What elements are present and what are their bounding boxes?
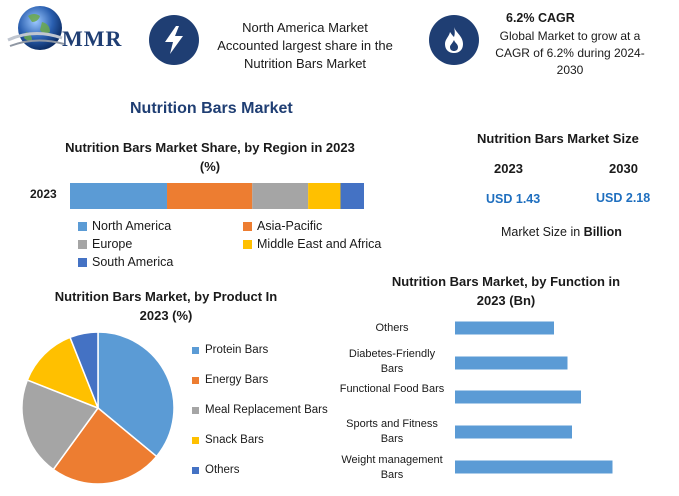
- main-title: Nutrition Bars Market: [130, 100, 293, 117]
- legend-swatch: [78, 221, 87, 231]
- region-legend-item-middle-east-and-africa: Middle East and Africa: [243, 237, 381, 251]
- legend-swatch: [78, 239, 87, 249]
- lightning-badge: [149, 15, 199, 65]
- legend-label: Protein Bars: [205, 344, 269, 356]
- pie-slice-snack-bars: [26, 336, 100, 410]
- pie-slice-protein-bars: [97, 331, 175, 458]
- product-legend-item-energy-bars: Energy Bars: [192, 374, 268, 386]
- market-size-year-2023: 2023: [494, 161, 523, 176]
- region-legend-item-europe: Europe: [78, 237, 132, 251]
- function-bar-weight-management-bars: [455, 460, 613, 474]
- function-bar-functional-food-bars: [455, 390, 581, 404]
- function-category-label: Functional Food Bars: [339, 383, 445, 395]
- region-segment-north-america: [70, 183, 168, 209]
- function-category-label: Weight management Bars: [341, 454, 443, 481]
- legend-swatch: [192, 436, 199, 444]
- legend-swatch: [243, 239, 252, 249]
- market-size-note-prefix: Market Size in: [501, 225, 584, 239]
- function-category-label: Others: [375, 322, 409, 334]
- legend-swatch: [192, 346, 199, 354]
- flame-badge: [429, 15, 479, 65]
- legend-label: Snack Bars: [205, 434, 264, 446]
- cagr-note: Global Market to grow at a CAGR of 6.2% …: [495, 29, 645, 77]
- region-stacked-bar: [70, 183, 364, 209]
- cagr-title: 6.2% CAGR: [506, 11, 575, 25]
- legend-swatch: [192, 466, 199, 474]
- legend-label: Europe: [92, 237, 133, 251]
- legend-label: Others: [205, 464, 240, 476]
- region-category-label: 2023: [30, 187, 57, 201]
- legend-label: Middle East and Africa: [257, 237, 382, 251]
- product-legend-item-meal-replacement-bars: Meal Replacement Bars: [192, 404, 328, 416]
- region-chart-title: Nutrition Bars Market Share, by Region i…: [65, 140, 355, 174]
- function-bar-sports-and-fitness-bars: [455, 425, 572, 439]
- legend-label: South America: [92, 255, 174, 269]
- pie-slice-meal-replacement-bars: [21, 379, 100, 471]
- market-size-title: Nutrition Bars Market Size: [477, 131, 639, 146]
- lightning-bolt-icon: [165, 26, 183, 54]
- legend-label: Energy Bars: [205, 374, 269, 386]
- region-segment-asia-pacific: [167, 183, 253, 209]
- legend-swatch: [243, 221, 252, 231]
- region-legend-item-asia-pacific: Asia-Pacific: [243, 219, 322, 233]
- product-legend-item-protein-bars: Protein Bars: [192, 344, 268, 356]
- region-legend-item-south-america: South America: [78, 255, 173, 269]
- function-category-label: Sports and Fitness Bars: [346, 418, 438, 445]
- legend-label: North America: [92, 219, 172, 233]
- region-segment-middle-east-and-africa: [308, 183, 341, 209]
- market-size-year-2030: 2030: [609, 161, 638, 176]
- mmr-logo: MMR: [4, 2, 134, 58]
- function-category-label: Diabetes-Friendly Bars: [348, 348, 436, 375]
- logo-text: MMR: [62, 26, 123, 51]
- legend-label: Meal Replacement Bars: [205, 404, 328, 416]
- market-size-value-2030: USD 2.18: [596, 191, 651, 205]
- region-note: North America Market Accounted largest s…: [217, 20, 393, 71]
- product-legend-item-others: Others: [192, 464, 240, 476]
- market-size-note: Market Size in Billion: [501, 225, 622, 239]
- legend-swatch: [78, 257, 87, 267]
- function-bar-diabetes-friendly-bars: [455, 356, 568, 370]
- market-size-unit: Billion: [583, 225, 622, 239]
- legend-swatch: [192, 406, 199, 414]
- product-chart-title: Nutrition Bars Market, by Product In 202…: [54, 289, 278, 323]
- pie-slice-energy-bars: [52, 406, 158, 485]
- product-legend-item-snack-bars: Snack Bars: [192, 434, 264, 446]
- pie-slice-others: [69, 331, 99, 409]
- region-segment-europe: [252, 183, 309, 209]
- product-pie-chart: [21, 331, 175, 485]
- region-legend-item-north-america: North America: [78, 219, 171, 233]
- globe-icon: [7, 6, 65, 50]
- market-size-value-2023: USD 1.43: [486, 192, 541, 206]
- legend-swatch: [192, 376, 199, 384]
- function-chart-title: Nutrition Bars Market, by Function in 20…: [391, 274, 621, 308]
- flame-icon: [445, 27, 463, 53]
- region-segment-south-america: [340, 183, 364, 209]
- function-bar-others: [455, 321, 554, 335]
- legend-label: Asia-Pacific: [257, 219, 323, 233]
- function-bar-chart: [455, 321, 613, 474]
